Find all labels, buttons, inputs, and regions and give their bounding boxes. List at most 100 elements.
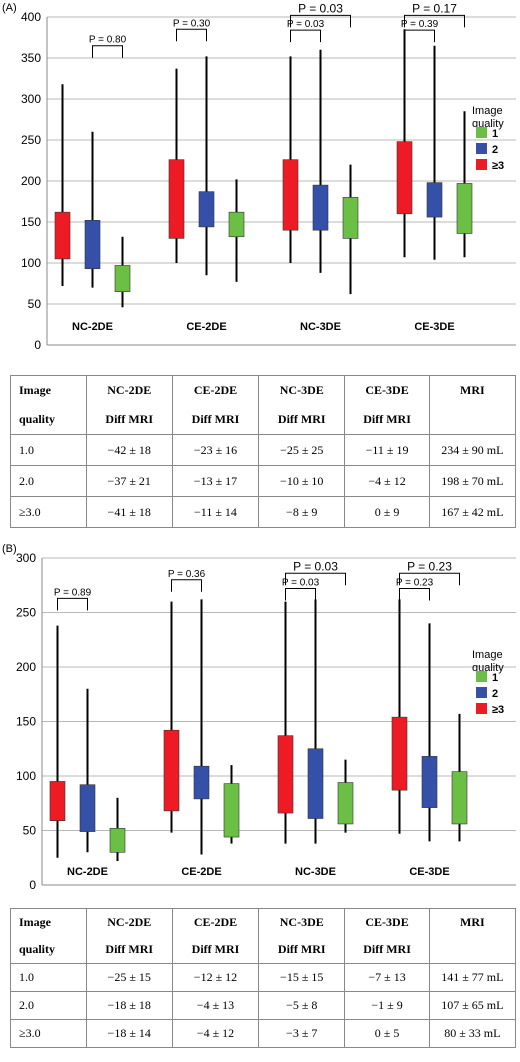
table-cell: −7 ± 13	[344, 963, 430, 992]
box	[49, 781, 66, 821]
table-header-cell: Diff MRI	[85, 405, 173, 435]
table-header-cell: NC-3DE	[258, 375, 346, 405]
table-cell: ≥3.0	[10, 496, 87, 528]
table-cell: −13 ± 17	[171, 465, 260, 497]
p-value-label: P = 0.03	[282, 578, 320, 589]
p-value-bracket	[285, 572, 346, 586]
table-cell: 2.0	[10, 991, 87, 1020]
p-value-bracket	[404, 29, 435, 43]
table-cell: −11 ± 14	[171, 496, 260, 528]
box	[168, 159, 185, 239]
table-cell: −25 ± 15	[85, 963, 173, 992]
box	[396, 141, 413, 215]
legend-swatch	[476, 671, 487, 682]
p-value-bracket	[290, 14, 351, 28]
panel-b-table: Image NC-2DE CE-2DE NC-3DE CE-3DE MRI quality D…	[10, 908, 517, 1048]
category-label: CE-3DE	[409, 866, 449, 878]
p-value-label: P = 0.36	[168, 569, 206, 580]
p-value-bracket	[404, 14, 465, 28]
box	[277, 735, 294, 814]
box	[109, 828, 126, 853]
table-cell: −5 ± 8	[258, 991, 346, 1020]
table-cell: −1 ± 9	[344, 991, 430, 1020]
table-header-row: Image NC-2DE CE-2DE NC-3DE CE-3DE MRI	[10, 375, 517, 405]
legend-label: 2	[492, 144, 498, 156]
table-cell: 0 ± 9	[344, 496, 430, 528]
table-cell: −8 ± 9	[258, 496, 346, 528]
legend-label: 1	[492, 128, 498, 140]
table-cell: −4 ± 13	[171, 991, 260, 1020]
p-value-label: P = 0.39	[401, 19, 439, 30]
y-tick-label: 100	[21, 256, 41, 270]
table-header-cell: Diff MRI	[258, 405, 346, 435]
panel-a-chart: 0 50 100 150 200 250 300 350 400 NC-2DE CE-2DE NC-3…	[21, 1, 516, 352]
legend-label: 1	[492, 672, 498, 684]
p-value-label: P = 0.23	[396, 578, 434, 589]
box	[163, 729, 180, 812]
box	[421, 756, 438, 808]
table-cell: −4 ± 12	[344, 465, 430, 497]
table-header-cell: quality	[10, 936, 87, 964]
p-value-bracket	[176, 28, 207, 42]
p-value-label: P = 0.03	[298, 1, 343, 15]
p-value-label: P = 0.80	[89, 35, 127, 46]
y-tick-label: 250	[21, 133, 41, 147]
panel-b-label: (B)	[2, 543, 17, 555]
box	[312, 184, 329, 231]
table-row: 2.0 −18 ± 18 −4 ± 13 −5 ± 8 −1 ± 9 107 ± 65 m…	[10, 991, 517, 1020]
box	[79, 784, 96, 832]
legend-label: ≥3	[492, 160, 504, 172]
p-value-label: P = 0.17	[412, 1, 457, 15]
panel-b-chart: 0 50 100 150 200 250 300 NC-2DE CE-2DE NC-3DE CE-3…	[16, 551, 516, 892]
box	[193, 765, 210, 800]
table-cell: −37 ± 21	[85, 465, 173, 497]
y-tick-label: 350	[21, 51, 41, 65]
table-row: 1.0 −25 ± 15 −12 ± 12 −15 ± 15 −7 ± 13 141 ± …	[10, 963, 517, 992]
category-label: NC-2DE	[72, 321, 113, 333]
table-header-cell: NC-3DE	[258, 908, 346, 936]
category-label: CE-3DE	[414, 321, 454, 333]
table-cell: 1.0	[10, 963, 87, 992]
p-value-label: P = 0.03	[293, 559, 338, 573]
table-cell: −42 ± 18	[85, 434, 173, 466]
table-header-cell: MRI	[428, 375, 517, 405]
table-header-cell: Diff MRI	[344, 405, 430, 435]
table-header-cell: NC-2DE	[85, 908, 173, 936]
p-value-bracket	[92, 45, 123, 58]
table-cell: 107 ± 65 mL	[428, 991, 517, 1020]
category-label: NC-2DE	[67, 866, 108, 878]
table-cell: −23 ± 16	[171, 434, 260, 466]
table-cell: 1.0	[10, 434, 87, 466]
y-tick-label: 50	[23, 824, 37, 838]
box	[228, 211, 245, 238]
panel-a-label: (A)	[2, 2, 17, 14]
y-tick-label: 200	[16, 660, 36, 674]
table-row: 1.0 −42 ± 18 −23 ± 16 −25 ± 25 −11 ± 19 234 ±…	[10, 434, 517, 466]
table-cell: −18 ± 18	[85, 991, 173, 1020]
p-value-label: P = 0.89	[54, 587, 92, 598]
p-value-bracket	[399, 588, 430, 601]
y-tick-label: 300	[16, 551, 36, 565]
box	[426, 182, 443, 218]
y-tick-label: 400	[21, 10, 41, 24]
p-value-label: P = 0.30	[173, 18, 211, 29]
table-header-row: quality Diff MRI Diff MRI Diff MRI Diff MRI	[10, 405, 517, 435]
box	[282, 159, 299, 231]
table-cell: −15 ± 15	[258, 963, 346, 992]
table-header-cell: NC-2DE	[85, 375, 173, 405]
table-header-cell: CE-2DE	[171, 908, 260, 936]
box	[456, 183, 473, 234]
panel-a-table: Image NC-2DE CE-2DE NC-3DE CE-3DE MRI quality D…	[10, 375, 517, 528]
box	[391, 716, 408, 791]
table-cell: 198 ± 70 mL	[428, 465, 517, 497]
table-cell: −12 ± 12	[171, 963, 260, 992]
box	[54, 211, 71, 260]
table-header-cell: CE-3DE	[344, 908, 430, 936]
legend-title: Image	[472, 105, 503, 117]
table-header-cell: CE-3DE	[344, 375, 430, 405]
table-header-cell: Diff MRI	[85, 936, 173, 964]
legend-swatch	[476, 687, 487, 698]
box	[451, 771, 468, 825]
legend-title: Image	[472, 649, 503, 661]
